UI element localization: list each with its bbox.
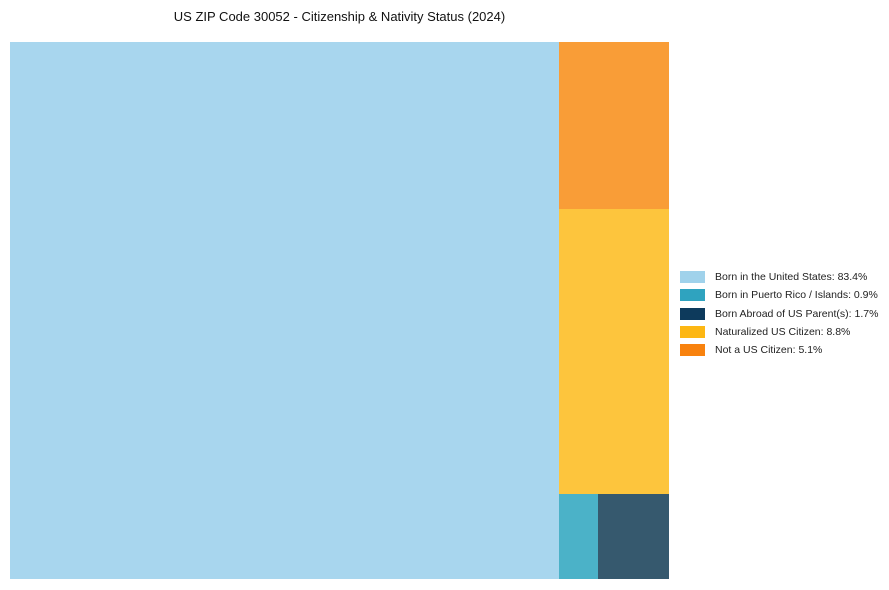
legend-swatch-born-puerto-rico-islands — [680, 289, 705, 302]
legend-item-not-us-citizen[interactable]: Not a US Citizen: 5.1% — [680, 341, 878, 359]
treemap-plot — [10, 42, 669, 579]
chart-title: US ZIP Code 30052 - Citizenship & Nativi… — [173, 9, 506, 24]
legend-item-born-abroad-us-parents[interactable]: Born Abroad of US Parent(s): 1.7% — [680, 305, 878, 323]
legend-label-born-abroad-us-parents: Born Abroad of US Parent(s): 1.7% — [715, 307, 879, 320]
legend-item-born-puerto-rico-islands[interactable]: Born in Puerto Rico / Islands: 0.9% — [680, 286, 878, 304]
legend-label-not-us-citizen: Not a US Citizen: 5.1% — [715, 344, 823, 357]
treemap-cell-born-abroad-us-parents[interactable] — [598, 494, 669, 579]
legend-item-naturalized-us-citizen[interactable]: Naturalized US Citizen: 8.8% — [680, 323, 878, 341]
legend-swatch-born-in-us — [680, 271, 705, 284]
legend-item-born-in-us[interactable]: Born in the United States: 83.4% — [680, 268, 878, 286]
legend: Born in the United States: 83.4% Born in … — [680, 268, 878, 359]
legend-label-born-puerto-rico-islands: Born in Puerto Rico / Islands: 0.9% — [715, 289, 878, 302]
legend-label-born-in-us: Born in the United States: 83.4% — [715, 271, 868, 284]
treemap-cell-naturalized-us-citizen[interactable] — [559, 209, 669, 494]
treemap-cell-born-puerto-rico-islands[interactable] — [559, 494, 598, 579]
treemap-cell-not-us-citizen[interactable] — [559, 42, 669, 209]
legend-label-naturalized-us-citizen: Naturalized US Citizen: 8.8% — [715, 326, 851, 339]
legend-swatch-naturalized-us-citizen — [680, 326, 705, 339]
legend-swatch-not-us-citizen — [680, 344, 705, 357]
treemap-cell-born-in-us[interactable] — [10, 42, 559, 579]
legend-swatch-born-abroad-us-parents — [680, 307, 705, 320]
